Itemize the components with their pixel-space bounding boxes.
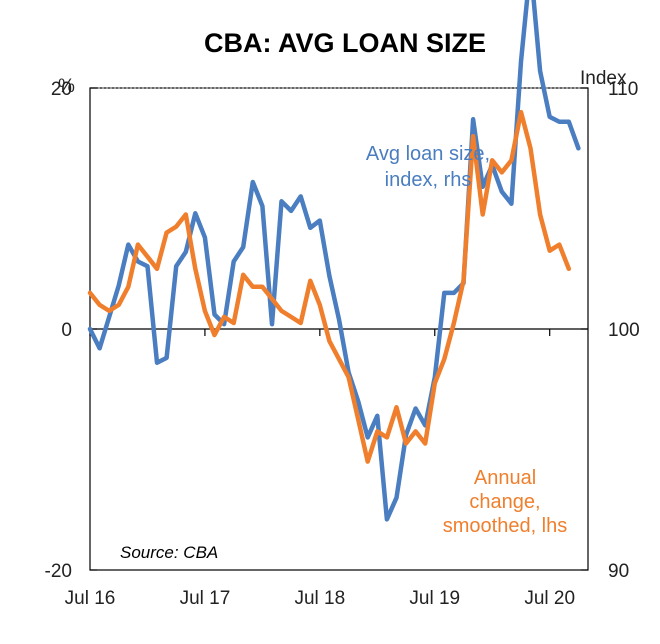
right-tick-label: 90: [608, 561, 629, 582]
annotation-annual-change: Annual change, smoothed, lhs: [443, 467, 568, 537]
left-tick-label: 20: [51, 79, 72, 100]
right-tick-label: 100: [608, 320, 640, 341]
x-tick-label: Jul 17: [180, 588, 231, 609]
x-tick-label: Jul 19: [409, 588, 460, 609]
series-line-annual-change: [87, 109, 572, 464]
left-tick-label: 0: [61, 320, 72, 341]
source-note: Source: CBA: [120, 543, 218, 562]
left-axis-unit: %: [58, 76, 75, 97]
series-line-avg-loan-size: [87, 0, 581, 522]
annotation-avg-loan-size: Avg loan size, index, rhs: [366, 143, 490, 191]
x-tick-label: Jul 20: [524, 588, 575, 609]
right-axis-unit: Index: [580, 68, 627, 89]
x-tick-label: Jul 16: [65, 588, 116, 609]
right-tick-label: 110: [608, 79, 638, 100]
chart-title: CBA: AVG LOAN SIZE: [204, 28, 486, 58]
x-tick-label: Jul 18: [294, 588, 345, 609]
left-tick-label: -20: [45, 561, 72, 582]
